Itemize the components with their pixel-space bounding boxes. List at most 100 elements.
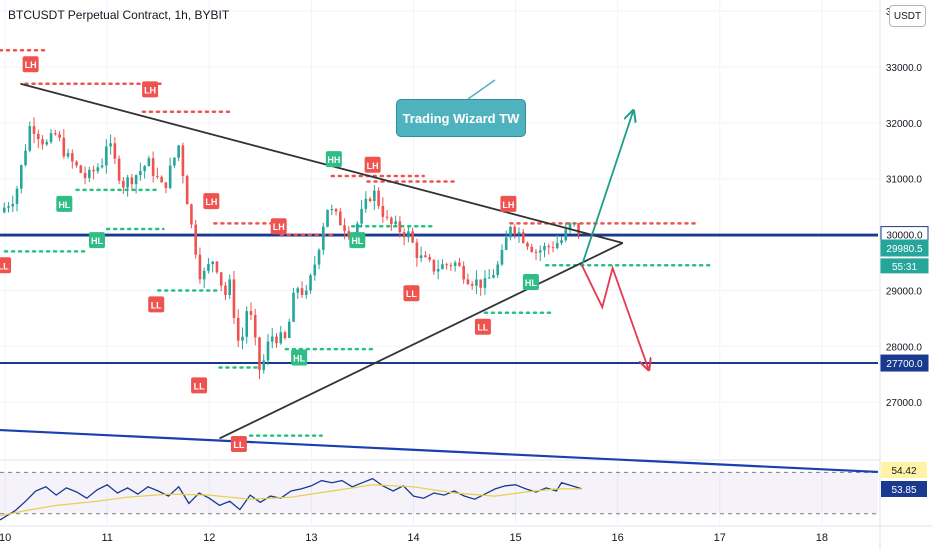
candle-up xyxy=(555,243,559,249)
candle-down xyxy=(164,182,168,189)
swing-label-hl: HL xyxy=(525,278,537,288)
candle-up xyxy=(373,190,376,202)
candle-down xyxy=(547,245,551,248)
swing-label-box xyxy=(403,285,420,302)
trendline-upper xyxy=(20,82,623,244)
rsi-value-label: 54.42 xyxy=(891,466,916,477)
candle-down xyxy=(530,246,534,252)
candle-down xyxy=(398,221,402,233)
candle-down xyxy=(75,161,78,166)
candle-down xyxy=(122,180,125,188)
candle-down xyxy=(347,231,351,238)
price-tick-label: 27000.0 xyxy=(886,398,923,409)
candle-down xyxy=(466,279,470,285)
candle-down xyxy=(526,242,529,247)
rsi-ma-line xyxy=(0,484,582,517)
candle-down xyxy=(130,177,134,185)
candle-up xyxy=(211,261,214,265)
candle-up xyxy=(202,270,206,280)
candle-up xyxy=(360,208,363,224)
currency-button[interactable]: USDT xyxy=(889,5,926,27)
candle-down xyxy=(283,332,287,339)
candle-up xyxy=(487,277,491,279)
time-axis: 10 11 12 13 14 15 16 17 18 xyxy=(0,532,828,544)
swing-label-ll: LL xyxy=(151,300,162,310)
swing-label-box xyxy=(191,377,208,394)
swing-label-lh: LH xyxy=(367,161,379,171)
price-tick-label: 33000.0 xyxy=(886,63,923,74)
candle-down xyxy=(428,257,431,260)
side-price-label: 27700.0 xyxy=(886,359,923,370)
callout-pointer xyxy=(467,79,496,100)
swing-label-box xyxy=(148,296,165,313)
candle-up xyxy=(564,229,568,241)
candle-up xyxy=(45,141,49,145)
candle-down xyxy=(232,279,236,318)
candle-down xyxy=(219,272,223,286)
candle-down xyxy=(577,223,580,235)
candle-down xyxy=(458,262,461,266)
swing-label-box xyxy=(88,232,105,249)
candle-down xyxy=(415,242,419,259)
candle-down xyxy=(249,311,253,315)
candle-down xyxy=(79,165,83,173)
candle-down xyxy=(513,226,517,235)
candle-down xyxy=(334,209,338,212)
candle-down xyxy=(160,176,163,183)
candle-up xyxy=(2,207,6,213)
time-tick-label: 10 xyxy=(0,532,11,544)
candle-down xyxy=(71,153,74,162)
candle-down xyxy=(424,255,427,258)
candle-down xyxy=(58,134,61,138)
time-tick-label: 11 xyxy=(101,532,112,544)
time-tick-label: 12 xyxy=(203,532,215,544)
candle-up xyxy=(241,336,244,341)
candle-up xyxy=(270,336,274,342)
side-price-badge xyxy=(880,354,929,372)
swing-label-box xyxy=(500,195,517,212)
candle-down xyxy=(190,204,193,225)
candle-down xyxy=(181,145,185,176)
trendlines xyxy=(0,79,879,474)
time-tick-label: 16 xyxy=(612,532,624,544)
candle-up xyxy=(509,226,512,238)
swing-label-hl: HL xyxy=(91,236,103,246)
candle-up xyxy=(364,198,368,209)
candle-up xyxy=(394,221,397,225)
side-price-badge xyxy=(880,239,929,257)
candle-down xyxy=(534,251,538,253)
swing-label-box xyxy=(203,193,220,210)
candle-up xyxy=(66,153,70,157)
candle-up xyxy=(96,167,100,172)
candle-down xyxy=(236,317,240,341)
side-price-labels: 30000.0 29980.5 55:31 27700.0 xyxy=(880,226,929,372)
candle-down xyxy=(343,225,346,232)
candle-down xyxy=(432,259,436,272)
side-price-label: 29980.5 xyxy=(886,244,923,255)
swing-label-box xyxy=(142,81,159,98)
candle-down xyxy=(479,279,482,288)
candle-down xyxy=(470,284,474,286)
candle-down xyxy=(151,158,155,176)
swing-label-hl: HL xyxy=(351,236,363,246)
swing-label-ll: LL xyxy=(194,381,205,391)
candle-up xyxy=(126,177,129,188)
candle-down xyxy=(411,231,414,243)
candle-up xyxy=(296,288,300,293)
swing-label-lh: LH xyxy=(144,85,156,95)
candle-down xyxy=(551,247,555,249)
swing-label-box xyxy=(230,436,247,453)
price-tick-label: 29000.0 xyxy=(886,286,923,297)
price-tick-label: 32000.0 xyxy=(886,119,923,130)
candle-down xyxy=(117,158,121,181)
swing-label-box xyxy=(364,156,381,173)
swing-label-hl: HL xyxy=(293,353,305,363)
time-tick-label: 15 xyxy=(509,532,521,544)
candle-up xyxy=(538,250,542,253)
candle-down xyxy=(390,217,393,225)
side-price-badge xyxy=(880,258,929,274)
swing-label-lh: LH xyxy=(25,60,37,70)
